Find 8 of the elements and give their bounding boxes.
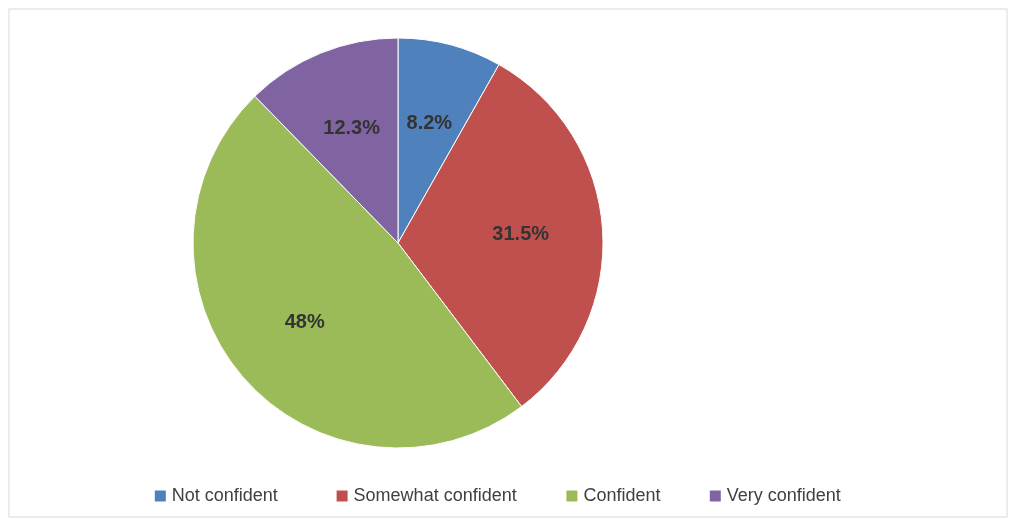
legend-label: Somewhat confident xyxy=(353,484,517,505)
legend-label: Very confident xyxy=(726,484,841,505)
legend-label: Confident xyxy=(583,484,661,505)
data-label: 31.5% xyxy=(492,222,550,245)
data-label: 12.3% xyxy=(323,116,381,139)
data-label: 48% xyxy=(284,310,325,333)
data-label: 8.2% xyxy=(406,111,453,134)
legend-label: Not confident xyxy=(171,484,278,505)
